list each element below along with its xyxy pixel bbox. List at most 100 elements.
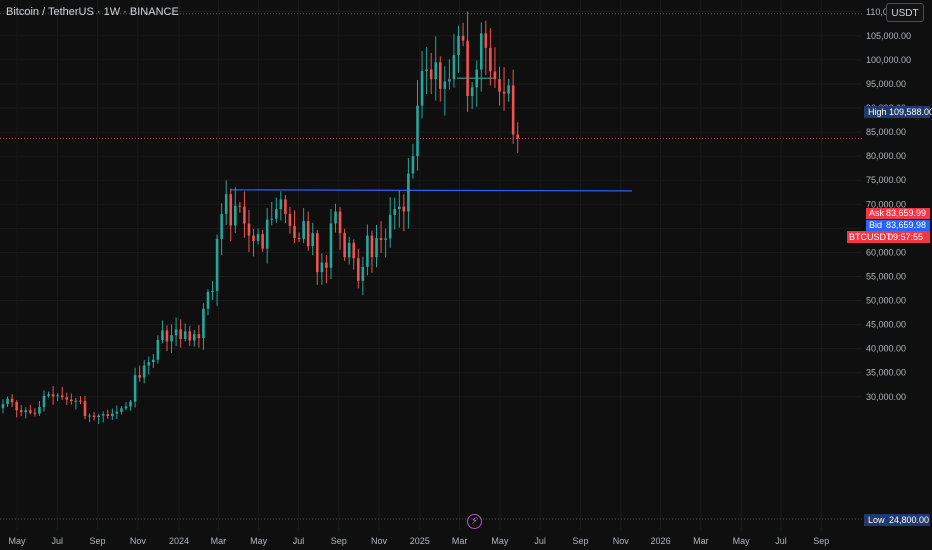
price-tags: High 109,588.00 Ask 83,659.99 Bid 83,659… [847, 106, 932, 526]
price-tick-label: 35,000.00 [866, 368, 906, 378]
candle-body [193, 334, 196, 341]
candle-body [60, 395, 64, 398]
price-tick-label: 95,000.00 [866, 79, 906, 89]
candle-body [384, 238, 387, 240]
candle-body [101, 414, 105, 416]
candle-body [420, 70, 424, 106]
bid-tag-label: Bid [869, 220, 882, 230]
candle-body [279, 199, 283, 210]
time-tick-label: May [733, 536, 751, 546]
time-tick-label: Sep [813, 536, 829, 546]
last-price-tag: BTCUSDT 09:57:55 [847, 231, 930, 243]
candle-body [106, 414, 110, 417]
candle-body [115, 411, 119, 414]
candle-body [297, 237, 301, 239]
time-tick-label: Mar [211, 536, 227, 546]
candle-body [315, 233, 319, 273]
candle-body [174, 329, 178, 336]
candle-body [388, 214, 392, 239]
price-tick-label: 75,000.00 [866, 175, 906, 185]
candlestick-series [1, 11, 520, 425]
candle-body [402, 206, 406, 212]
currency-button[interactable]: USDT [886, 3, 924, 22]
price-tick-label: 105,000.00 [866, 31, 911, 41]
candle-body [288, 213, 292, 226]
candle-body [470, 87, 474, 96]
candle-body [343, 233, 346, 258]
candle-body [138, 375, 141, 378]
candle-body [215, 238, 219, 291]
candle-body [111, 413, 114, 417]
candle-body [197, 334, 201, 339]
candle-body [498, 79, 501, 92]
low-tag-value: 24,800.00 [889, 515, 929, 525]
candle-body [434, 62, 438, 80]
candle-body [234, 205, 237, 226]
candle-body [206, 291, 210, 309]
candle-body [261, 234, 264, 249]
time-tick-label: 2026 [651, 536, 671, 546]
candle-body [142, 365, 146, 378]
candle-body [252, 235, 255, 241]
high-tag-label: High [868, 107, 887, 117]
candle-body [502, 91, 506, 94]
candle-body [429, 69, 433, 80]
ask-tag-label: Ask [869, 208, 885, 218]
time-axis[interactable]: May Jul Sep Nov 2024 Mar May Jul Sep Nov 2025 Mar Ma… [8, 536, 829, 546]
candle-body [320, 262, 324, 273]
candle-body [124, 406, 128, 409]
candle-body [466, 40, 469, 96]
candle-body [229, 194, 233, 226]
candle-body [479, 33, 483, 70]
candle-body [493, 71, 497, 80]
price-axis[interactable]: 30,000.00 35,000.00 40,000.00 45,000.00 50,0… [866, 0, 911, 402]
candle-body [38, 406, 41, 414]
candle-body [361, 266, 365, 281]
candle-body [202, 308, 205, 339]
candle-body [265, 219, 269, 249]
candle-body [24, 410, 28, 413]
trendlines[interactable] [229, 77, 633, 192]
candle-body [156, 340, 160, 360]
candle-body [70, 399, 73, 402]
time-tick-label: May [491, 536, 509, 546]
candle-body [29, 410, 32, 413]
time-tick-label: Jul [52, 536, 64, 546]
ask-price-tag: Ask 83,659.99 [866, 208, 930, 219]
time-tick-label: Nov [613, 536, 630, 546]
price-tick-label: 60,000.00 [866, 247, 906, 257]
candle-body [147, 362, 151, 366]
candle-body [220, 213, 223, 239]
candle-body [443, 81, 447, 89]
candle-body [170, 335, 173, 342]
candle-body [393, 209, 397, 215]
high-price-tag: High 109,588.00 [864, 106, 932, 118]
trendline[interactable] [229, 189, 633, 192]
candle-body [256, 234, 260, 241]
candle-body [179, 329, 182, 340]
candle-body [461, 35, 465, 41]
candle-body [338, 211, 342, 234]
lightning-icon[interactable]: ⚡ [467, 514, 482, 529]
candle-body [356, 258, 360, 281]
symbol-title[interactable]: Bitcoin / TetherUS · 1W · BINANCE [6, 6, 179, 18]
time-tick-label: Mar [452, 536, 468, 546]
candle-body [6, 398, 9, 405]
bid-tag-value: 83,659.98 [886, 220, 926, 230]
candle-body [120, 408, 123, 412]
low-tag-label: Low [868, 515, 885, 525]
ask-tag-value: 83,659.99 [886, 208, 926, 218]
candle-body [452, 55, 456, 80]
candle-body [411, 156, 415, 174]
candle-body [88, 415, 91, 417]
symbol-tag-label: BTCUSDT [849, 232, 892, 242]
candle-body [370, 235, 374, 258]
price-tick-label: 50,000.00 [866, 296, 906, 306]
candle-body [188, 331, 192, 341]
candle-body [79, 400, 82, 402]
time-tick-label: 2024 [169, 536, 189, 546]
candle-body [56, 395, 59, 397]
candle-body [293, 225, 296, 238]
